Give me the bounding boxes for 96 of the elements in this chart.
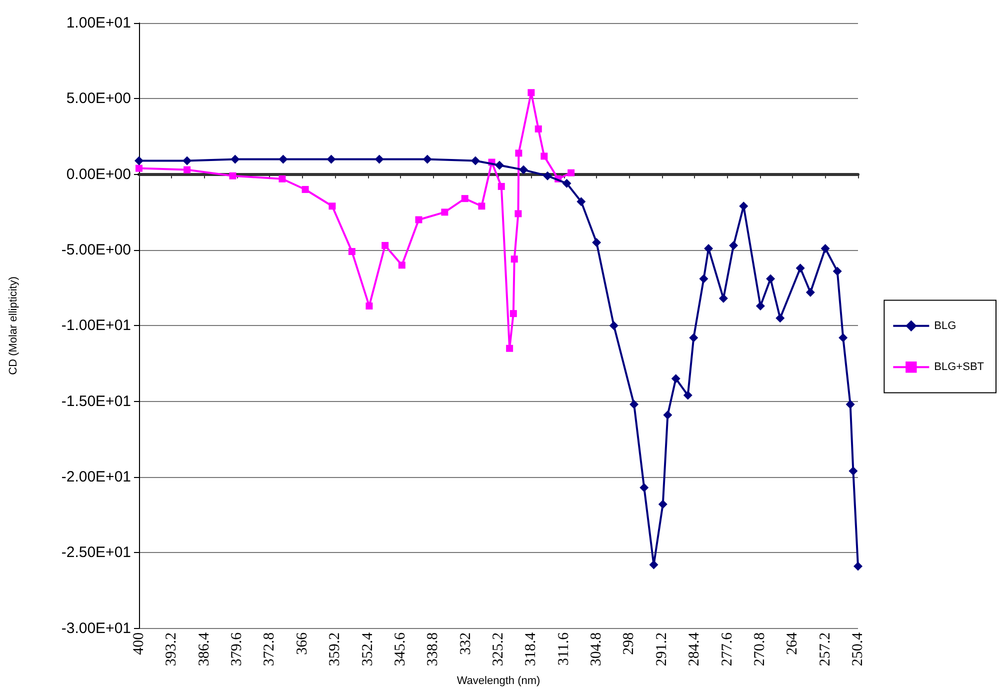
x-tick-label: 393.2 [164,632,180,666]
y-axis-title: CD (Molar ellipticity) [8,276,20,375]
point [848,466,858,476]
point [506,344,514,352]
point [498,182,505,190]
x-tick-label: 277.6 [719,632,736,666]
y-tick-label: 5.00E+00 [66,90,131,108]
point [689,333,698,342]
point [776,314,785,323]
x-tick-label: 250.4 [850,632,866,666]
point [658,500,668,509]
point [515,150,522,157]
x-tick-label: 372.8 [262,632,278,666]
x-tick-label: 386.4 [196,632,212,666]
point [422,154,432,164]
point [461,195,468,202]
point [366,302,373,310]
point [756,302,765,310]
y-tick-label: -1.00E+01 [61,317,131,334]
point [278,175,286,182]
point [534,125,542,132]
point [854,562,862,571]
point [494,160,504,170]
point [766,274,776,284]
point [540,152,548,160]
point [302,186,309,193]
point [671,374,680,384]
point [415,216,422,224]
x-tick-label: 318.4 [523,632,540,666]
point [441,208,448,216]
y-tick-label: -2.00E+01 [61,468,131,486]
point [398,262,406,269]
x-tick-label: 291.2 [654,632,670,666]
point [229,172,236,180]
point [832,266,842,276]
point [184,166,191,174]
point [820,244,830,253]
point [230,154,240,164]
point [528,89,535,96]
point [699,274,708,284]
legend-label: BLG [934,320,956,332]
x-tick-label: 270.8 [752,632,768,666]
y-tick-label: 0.00E+00 [66,166,131,183]
x-axis-title: Wavelength (nm) [456,675,540,687]
x-tick-label: 298 [621,632,638,655]
point [663,410,672,420]
x-tick-label: 366 [294,632,310,655]
x-tick-label: 345.6 [392,632,408,666]
x-tick-label: 359.2 [327,632,344,666]
point [806,288,815,297]
point [562,178,572,188]
x-tick-label: 400 [131,632,147,655]
point [576,197,586,206]
y-tick-label: -2.50E+01 [61,544,131,562]
point [348,248,356,256]
x-tick-label: 338.8 [425,632,442,666]
point [374,154,384,164]
point [592,238,602,247]
x-tick-label: 257.2 [817,632,834,666]
point [518,165,528,174]
point [470,156,480,166]
x-tick-label: 311.6 [556,632,572,666]
point [630,400,639,409]
point [510,310,517,318]
point [278,154,288,164]
y-tick-label: -5.00E+00 [61,242,131,259]
x-tick-label: 332 [458,632,474,655]
x-tick-label: 379.6 [229,632,246,666]
point [328,202,336,210]
point [640,483,649,492]
point [729,240,738,250]
point [478,202,486,210]
x-tick-label: 352.4 [360,632,376,666]
point [136,164,142,172]
y-tick-label: -1.50E+01 [61,392,131,410]
legend-label: BLG+SBT [934,361,984,374]
point [510,256,518,263]
point [838,333,848,342]
point [382,242,389,249]
point [568,169,575,176]
point [609,321,618,330]
point [134,156,144,166]
point [683,390,692,400]
y-tick-label: -3.00E+01 [61,620,131,637]
x-tick-label: 284.4 [686,632,703,666]
point [514,210,522,218]
point [796,264,805,273]
x-tick-label: 325.2 [490,632,506,666]
x-tick-label: 304.8 [588,632,605,666]
point [846,400,855,409]
point [326,154,336,164]
y-tick-label: 1.00E+01 [66,14,131,32]
x-tick-label: 264 [784,632,801,655]
point [718,294,728,303]
point [182,156,192,166]
point [543,171,552,180]
